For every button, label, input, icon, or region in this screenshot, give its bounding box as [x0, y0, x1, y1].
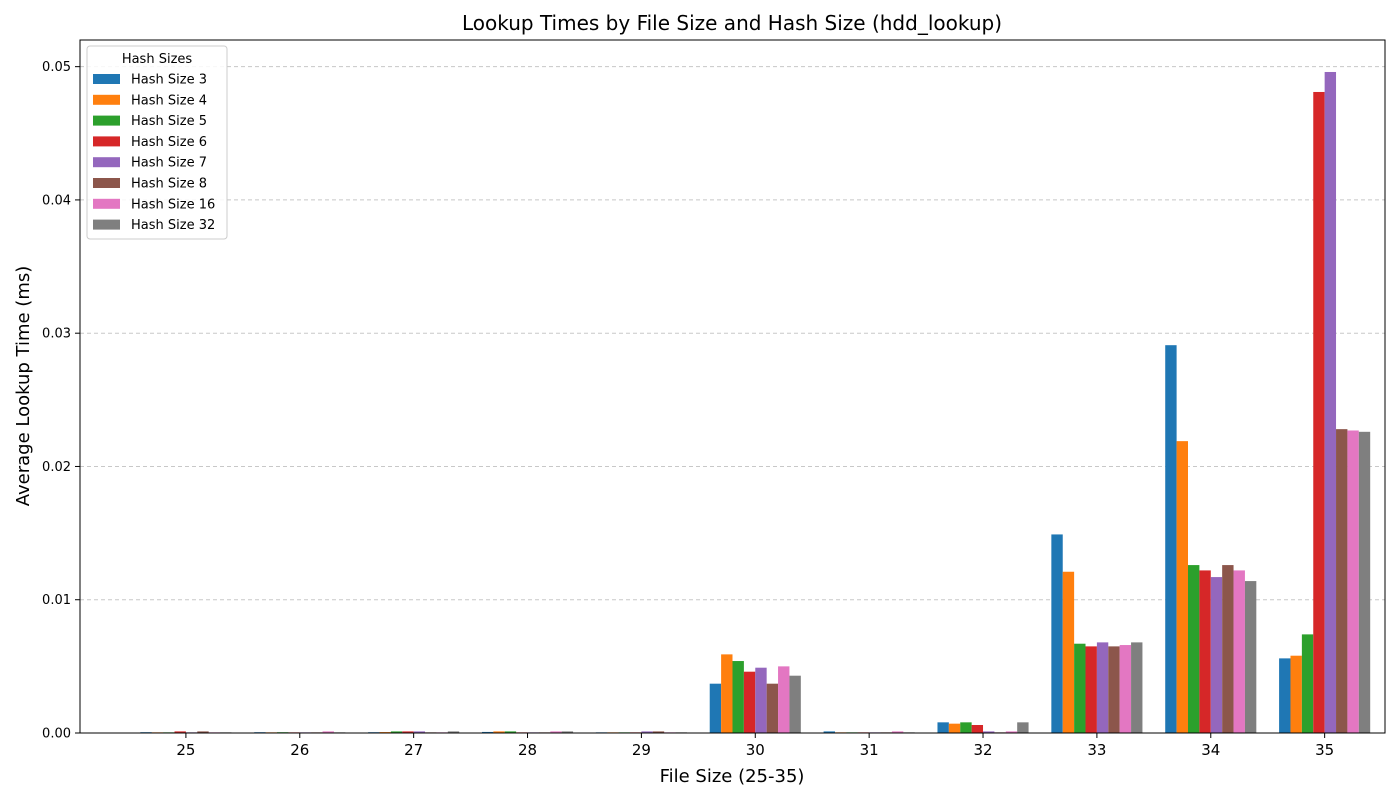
bar: [1005, 731, 1018, 733]
bar: [971, 725, 984, 733]
legend-box: [86, 45, 228, 240]
bar: [413, 731, 426, 733]
bar: [652, 731, 665, 733]
bar: [948, 723, 961, 733]
bar: [1176, 441, 1188, 733]
y-tick-label: 0.03: [42, 327, 71, 342]
y-tick-label: 0.00: [42, 727, 71, 742]
bar: [1336, 429, 1348, 733]
bar: [778, 666, 790, 733]
bar: [1199, 570, 1211, 733]
y-tick-label: 0.05: [42, 60, 71, 75]
bar: [561, 731, 574, 733]
bar: [721, 654, 733, 733]
bar: [937, 722, 949, 733]
x-axis-label: File Size (25-35): [660, 766, 805, 787]
bar: [481, 731, 494, 733]
bar: [402, 731, 414, 733]
bar: [1210, 577, 1223, 733]
x-tick-label: 34: [1201, 741, 1220, 759]
legend-entry: Hash Size 8: [131, 177, 207, 192]
bar: [732, 661, 744, 733]
bar: [1096, 642, 1109, 733]
bar: [174, 731, 186, 733]
bar: [1301, 634, 1314, 733]
bar: [960, 722, 972, 733]
legend-swatch: [93, 219, 120, 230]
legend-entry: Hash Size 3: [131, 73, 207, 88]
x-tick-label: 28: [518, 741, 537, 759]
x-tick-label: 26: [290, 741, 309, 759]
bar: [504, 731, 517, 733]
bar: [1279, 658, 1291, 733]
legend-swatch: [93, 198, 120, 209]
bar: [1347, 430, 1359, 733]
bar: [1244, 581, 1257, 733]
bars-layer: [140, 71, 1371, 734]
legend-entry: Hash Size 16: [131, 197, 215, 212]
y-tick-label: 0.01: [42, 593, 71, 608]
legend-swatch: [93, 157, 120, 168]
x-tick-label: 31: [860, 741, 879, 759]
x-tick-label: 25: [176, 741, 195, 759]
bar: [823, 731, 835, 733]
x-axis: 25 26 27 28 29 30 31 32 33 34 35: [176, 733, 1334, 759]
bar: [1233, 570, 1245, 733]
bar: [1051, 534, 1063, 733]
bar: [743, 671, 756, 733]
bar: [1313, 91, 1325, 734]
bar: [447, 731, 460, 733]
bar: [1062, 571, 1075, 733]
bar: [891, 731, 904, 733]
bar: [390, 731, 403, 733]
x-tick-label: 33: [1087, 741, 1106, 759]
legend-swatch: [93, 178, 120, 188]
bar: [1187, 565, 1200, 733]
bar: [1074, 643, 1086, 733]
bar: [1324, 71, 1337, 733]
legend-entry: Hash Size 7: [131, 156, 207, 171]
bar: [1017, 722, 1029, 733]
x-tick-label: 35: [1315, 741, 1334, 759]
x-tick-label: 27: [404, 741, 423, 759]
legend-entry: Hash Size 6: [131, 135, 207, 150]
bar: [1085, 646, 1097, 733]
bar: [1131, 642, 1143, 733]
bar: [1290, 655, 1302, 733]
bar: [766, 683, 779, 733]
y-tick-label: 0.04: [42, 193, 71, 208]
bar: [983, 731, 995, 733]
bar: [789, 675, 801, 733]
legend-entry: Hash Size 5: [131, 114, 207, 129]
bar: [322, 731, 334, 733]
bar: [755, 667, 767, 733]
legend-entry: Hash Size 32: [131, 218, 215, 233]
legend-swatch: [93, 74, 120, 84]
legend-swatch: [93, 94, 120, 105]
legend-swatch: [93, 115, 120, 126]
x-tick-label: 29: [632, 741, 651, 759]
legend-swatch: [93, 136, 120, 147]
legend: Hash Sizes Hash Size 3 Hash Size 4 Hash Si…: [86, 45, 228, 240]
bar: [641, 731, 653, 733]
legend-title: Hash Sizes: [122, 52, 193, 67]
bar: [1222, 565, 1234, 733]
x-tick-label: 32: [973, 741, 992, 759]
plot-frame: [79, 39, 1386, 734]
bar: [1165, 345, 1177, 733]
y-tick-label: 0.02: [42, 460, 71, 475]
bar: [550, 731, 562, 733]
bar: [197, 731, 209, 733]
legend-entry: Hash Size 4: [131, 93, 207, 108]
y-axis: 0.00 0.01 0.02 0.03 0.04 0.05: [42, 60, 80, 742]
chart-title: Lookup Times by File Size and Hash Size …: [462, 11, 1002, 35]
bar: [1358, 431, 1371, 733]
x-tick-label: 30: [746, 741, 765, 759]
bar: [1119, 645, 1132, 733]
bar: [1108, 646, 1120, 733]
y-axis-label: Average Lookup Time (ms): [13, 266, 34, 507]
bar: [493, 731, 505, 733]
bar: [709, 683, 722, 733]
